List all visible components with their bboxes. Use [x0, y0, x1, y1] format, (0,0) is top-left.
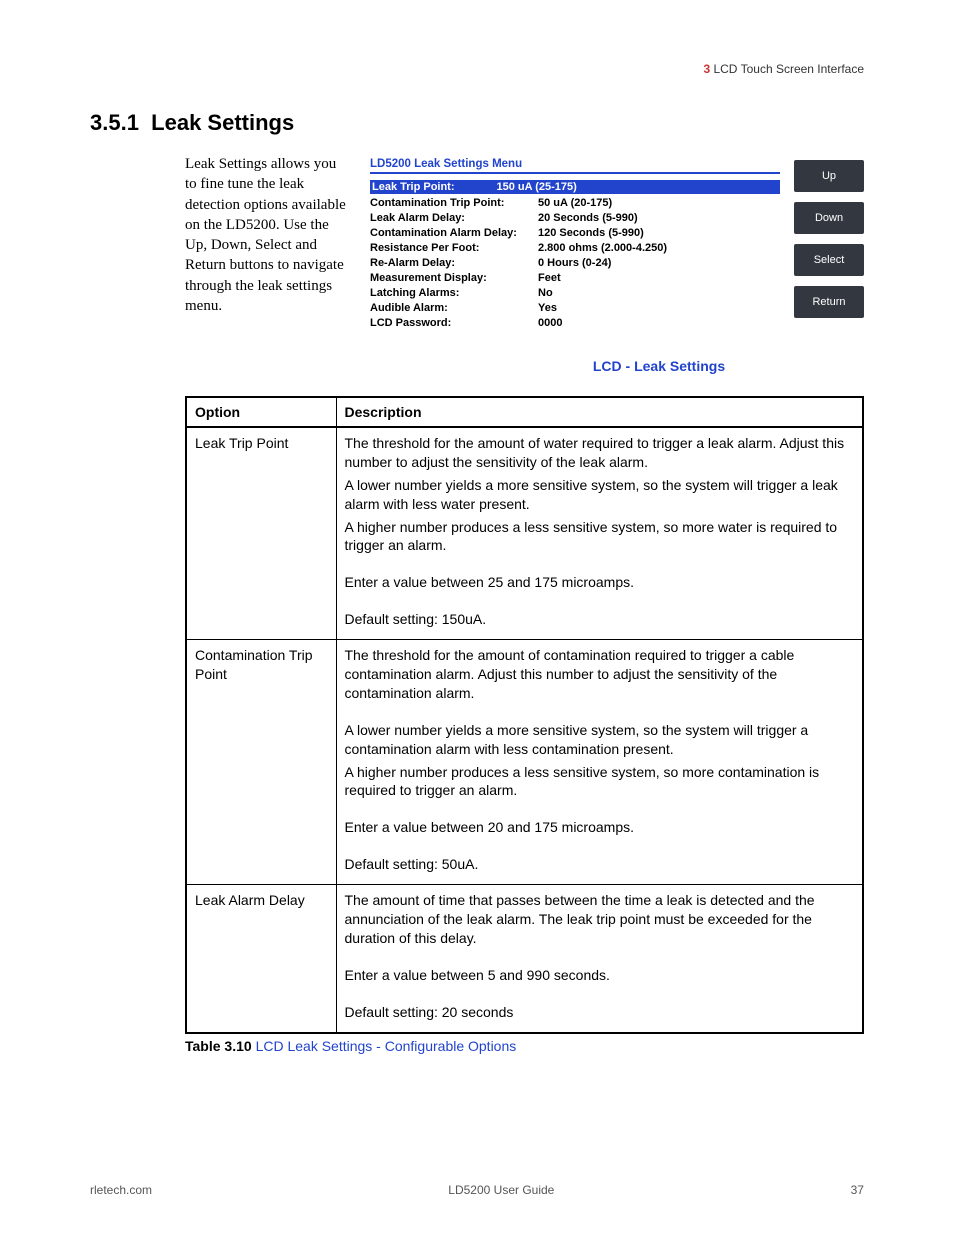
desc-paragraph: A lower number yields a more sensitive s…	[345, 721, 855, 759]
chapter-title: LCD Touch Screen Interface	[713, 62, 864, 76]
desc-paragraph: The amount of time that passes between t…	[345, 891, 855, 948]
option-desc-cell: The threshold for the amount of contamin…	[336, 640, 863, 885]
lcd-row-value: Yes	[538, 302, 780, 314]
page-footer: rletech.com LD5200 User Guide 37	[90, 1183, 864, 1197]
chapter-number: 3	[703, 62, 710, 76]
lcd-row-value: Feet	[538, 272, 780, 284]
lcd-row-label: Contamination Trip Point:	[370, 197, 538, 209]
col-description: Description	[336, 397, 863, 427]
table-row: Leak Trip PointThe threshold for the amo…	[186, 427, 863, 640]
lcd-row-label: Re-Alarm Delay:	[370, 257, 538, 269]
footer-center: LD5200 User Guide	[448, 1183, 554, 1197]
lcd-row-value: 0000	[538, 317, 780, 329]
lcd-setting-row[interactable]: Leak Alarm Delay:20 Seconds (5-990)	[370, 212, 780, 224]
option-name-cell: Leak Trip Point	[186, 427, 336, 640]
lcd-row-label: Leak Alarm Delay:	[370, 212, 538, 224]
option-name-cell: Contamination Trip Point	[186, 640, 336, 885]
desc-paragraph: Default setting: 50uA.	[345, 855, 855, 874]
table-caption-text: LCD Leak Settings - Configurable Options	[256, 1038, 517, 1054]
lcd-row-value: 120 Seconds (5-990)	[538, 227, 780, 239]
lcd-setting-row[interactable]: Contamination Trip Point:50 uA (20-175)	[370, 197, 780, 209]
option-desc-cell: The amount of time that passes between t…	[336, 885, 863, 1033]
table-caption: Table 3.10 LCD Leak Settings - Configura…	[185, 1038, 864, 1054]
lcd-select-button[interactable]: Select	[794, 244, 864, 276]
lcd-row-value: 150 uA (25-175)	[495, 180, 780, 194]
option-desc-cell: The threshold for the amount of water re…	[336, 427, 863, 640]
lcd-setting-row[interactable]: LCD Password:0000	[370, 317, 780, 329]
table-row: Contamination Trip PointThe threshold fo…	[186, 640, 863, 885]
col-option: Option	[186, 397, 336, 427]
intro-row: Leak Settings allows you to fine tune th…	[90, 154, 864, 396]
lcd-title-bar: LD5200 Leak Settings Menu	[370, 158, 780, 174]
lcd-setting-row[interactable]: Measurement Display:Feet	[370, 272, 780, 284]
lcd-wrap: LD5200 Leak Settings Menu Leak Trip Poin…	[364, 154, 864, 396]
option-name-cell: Leak Alarm Delay	[186, 885, 336, 1033]
lcd-row-label: Leak Trip Point:	[370, 180, 495, 194]
lcd-setting-row[interactable]: Latching Alarms:No	[370, 287, 780, 299]
section-title: Leak Settings	[151, 110, 294, 135]
table-row: Leak Alarm DelayThe amount of time that …	[186, 885, 863, 1033]
lcd-row-label: Measurement Display:	[370, 272, 538, 284]
lcd-setting-row[interactable]: Audible Alarm:Yes	[370, 302, 780, 314]
lcd-row-value: 2.800 ohms (2.000-4.250)	[538, 242, 780, 254]
desc-paragraph: Enter a value between 20 and 175 microam…	[345, 818, 855, 837]
lcd-row-value: 0 Hours (0-24)	[538, 257, 780, 269]
lcd-setting-row[interactable]: Leak Trip Point:150 uA (25-175)	[370, 180, 780, 194]
lcd-row-value: 20 Seconds (5-990)	[538, 212, 780, 224]
intro-paragraph: Leak Settings allows you to fine tune th…	[90, 154, 350, 316]
lcd-button-column: Up Down Select Return	[794, 154, 864, 342]
desc-paragraph: The threshold for the amount of contamin…	[345, 646, 855, 703]
section-number: 3.5.1	[90, 110, 139, 135]
lcd-row-label: Resistance Per Foot:	[370, 242, 538, 254]
desc-paragraph: The threshold for the amount of water re…	[345, 434, 855, 472]
lcd-return-button[interactable]: Return	[794, 286, 864, 318]
lcd-main-panel: LD5200 Leak Settings Menu Leak Trip Poin…	[364, 154, 786, 342]
lcd-setting-row[interactable]: Re-Alarm Delay:0 Hours (0-24)	[370, 257, 780, 269]
lcd-down-button[interactable]: Down	[794, 202, 864, 234]
lcd-up-button[interactable]: Up	[794, 160, 864, 192]
lcd-row-label: Latching Alarms:	[370, 287, 538, 299]
lcd-row-value: No	[538, 287, 780, 299]
section-heading: 3.5.1 Leak Settings	[90, 110, 864, 136]
lcd-row-label: LCD Password:	[370, 317, 538, 329]
lcd-row-value: 50 uA (20-175)	[538, 197, 780, 209]
lcd-screenshot: LD5200 Leak Settings Menu Leak Trip Poin…	[364, 154, 864, 342]
lcd-row-label: Contamination Alarm Delay:	[370, 227, 538, 239]
footer-right: 37	[851, 1183, 864, 1197]
desc-paragraph: A higher number produces a less sensitiv…	[345, 518, 855, 556]
table-header-row: Option Description	[186, 397, 863, 427]
desc-paragraph: Enter a value between 5 and 990 seconds.	[345, 966, 855, 985]
desc-paragraph: Default setting: 150uA.	[345, 610, 855, 629]
options-table: Option Description Leak Trip PointThe th…	[185, 396, 864, 1034]
lcd-caption: LCD - Leak Settings	[454, 358, 864, 374]
table-caption-label: Table 3.10	[185, 1038, 252, 1054]
lcd-setting-row[interactable]: Resistance Per Foot:2.800 ohms (2.000-4.…	[370, 242, 780, 254]
page-header: 3 LCD Touch Screen Interface	[703, 62, 864, 76]
desc-paragraph: A lower number yields a more sensitive s…	[345, 476, 855, 514]
lcd-row-label: Audible Alarm:	[370, 302, 538, 314]
footer-left: rletech.com	[90, 1183, 152, 1197]
desc-paragraph: Default setting: 20 seconds	[345, 1003, 855, 1022]
desc-paragraph: Enter a value between 25 and 175 microam…	[345, 573, 855, 592]
lcd-setting-row[interactable]: Contamination Alarm Delay:120 Seconds (5…	[370, 227, 780, 239]
desc-paragraph: A higher number produces a less sensitiv…	[345, 763, 855, 801]
